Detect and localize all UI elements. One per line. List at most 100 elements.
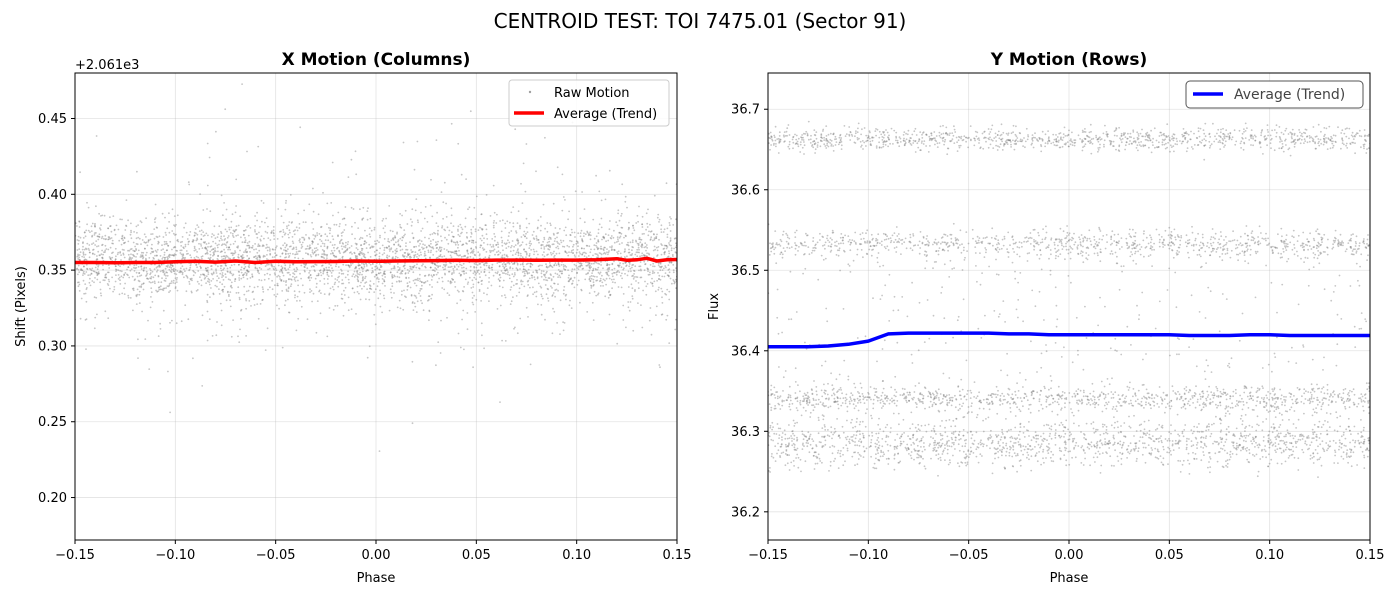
p0-scatter-point — [347, 264, 350, 267]
p0-scatter-point — [84, 247, 87, 250]
p0-scatter-point — [90, 273, 93, 275]
p0-scatter-point — [586, 244, 589, 247]
p1-scatter-point — [1325, 140, 1328, 143]
p0-scatter-point — [472, 226, 475, 228]
p0-scatter-point — [611, 262, 614, 265]
p1-scatter-point — [1031, 289, 1034, 292]
p0-scatter-point — [511, 267, 514, 270]
p0-scatter-point — [538, 268, 541, 271]
p1-scatter-point — [1110, 250, 1113, 253]
p1-scatter-point — [785, 450, 788, 452]
p0-scatter-point — [123, 293, 126, 295]
p1-scatter-point — [1031, 392, 1033, 395]
p0-scatter-point — [358, 254, 361, 256]
p0-scatter-point — [402, 255, 405, 258]
p0-scatter-point — [546, 241, 549, 244]
p0-scatter-point — [470, 287, 473, 289]
p0-scatter-point — [615, 273, 618, 276]
p0-scatter-point — [413, 168, 416, 171]
p0-scatter-point — [141, 310, 144, 313]
p0-scatter-point — [604, 246, 606, 249]
p0-scatter-point — [314, 277, 317, 280]
p0-scatter-point — [611, 245, 613, 248]
p0-scatter-point — [249, 251, 251, 253]
p0-scatter-point — [130, 237, 133, 240]
p0-scatter-point — [140, 265, 143, 267]
p0-scatter-point — [580, 289, 583, 292]
p1-scatter-point — [960, 251, 963, 254]
p0-scatter-point — [577, 245, 579, 248]
p1-scatter-point — [1192, 148, 1194, 150]
p0-scatter-point — [315, 264, 318, 266]
p0-scatter-point — [655, 237, 658, 240]
p0-scatter-point — [499, 276, 502, 279]
p1-scatter-point — [1232, 433, 1235, 436]
p0-scatter-point — [626, 274, 629, 277]
p0-scatter-point — [617, 212, 619, 215]
p0-scatter-point — [431, 262, 434, 265]
p0-scatter-point — [91, 267, 94, 270]
p0-scatter-point — [595, 235, 598, 238]
p0-scatter-point — [589, 231, 591, 234]
p0-scatter-point — [421, 302, 423, 305]
p0-scatter-point — [473, 266, 476, 269]
p0-scatter-point — [670, 249, 673, 252]
p0-scatter-point — [457, 230, 459, 232]
p0-scatter-point — [157, 281, 160, 284]
p0-scatter-point — [267, 268, 269, 271]
p1-scatter-point — [1012, 124, 1015, 127]
p1-scatter-point — [906, 315, 909, 318]
p0-scatter-point — [261, 220, 263, 223]
p0-scatter-point — [247, 244, 250, 247]
p0-scatter-point — [83, 231, 86, 234]
p0-scatter-point — [256, 269, 259, 272]
p0-scatter-point — [656, 249, 659, 252]
p0-scatter-point — [670, 261, 673, 264]
p1-scatter-point — [885, 238, 888, 241]
p0-scatter-point — [120, 254, 122, 256]
p0-scatter-point — [342, 243, 344, 245]
p0-scatter-point — [90, 225, 93, 228]
p0-scatter-point — [376, 267, 378, 270]
p0-scatter-point — [241, 257, 244, 260]
p0-scatter-point — [258, 266, 261, 269]
p0-scatter-point — [379, 289, 381, 292]
p0-scatter-point — [455, 252, 457, 255]
p1-scatter-point — [897, 309, 900, 312]
p0-scatter-point — [477, 281, 480, 284]
p1-scatter-point — [1280, 397, 1282, 400]
p0-scatter-point — [452, 236, 455, 238]
p0-scatter-point — [269, 239, 272, 241]
p0-scatter-point — [301, 236, 303, 239]
p1-scatter-point — [1075, 441, 1078, 444]
p0-scatter-point — [652, 270, 654, 273]
p0-scatter-point — [97, 265, 100, 268]
p0-scatter-point — [238, 279, 241, 281]
p0-scatter-point — [293, 233, 296, 236]
p1-scatter-point — [1141, 397, 1143, 400]
p0-scatter-point — [459, 254, 461, 257]
p0-scatter-point — [660, 231, 663, 234]
p0-scatter-point — [235, 178, 238, 181]
p0-scatter-point — [508, 262, 511, 265]
p0-scatter-point — [431, 246, 434, 249]
p0-scatter-point — [242, 276, 245, 279]
p1-scatter-point — [899, 141, 902, 143]
p1-scatter-point — [808, 399, 811, 401]
p1-scatter-point — [1317, 232, 1320, 235]
p0-scatter-point — [405, 276, 407, 279]
p0-scatter-point — [251, 273, 254, 276]
p0-scatter-point — [512, 275, 515, 278]
p1-scatter-point — [916, 430, 918, 433]
p1-scatter-point — [979, 453, 982, 456]
p0-scatter-point — [480, 271, 483, 273]
p0-scatter-point — [503, 242, 506, 245]
p0-scatter-point — [572, 243, 575, 246]
p1-scatter-point — [819, 460, 822, 462]
p1-scatter-point — [857, 409, 860, 412]
p0-scatter-point — [371, 245, 373, 248]
p0-scatter-point — [599, 271, 602, 274]
p0-scatter-point — [95, 232, 97, 234]
p0-scatter-point — [500, 270, 503, 272]
p1-scatter-point — [1367, 147, 1370, 150]
